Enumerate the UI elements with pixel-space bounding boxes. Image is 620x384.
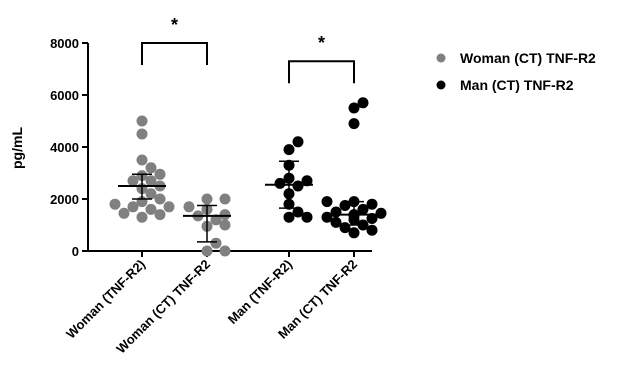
data-point — [283, 144, 295, 156]
data-point — [330, 216, 342, 228]
data-point — [357, 203, 369, 215]
data-point — [219, 193, 231, 205]
data-point — [321, 211, 333, 223]
data-point — [183, 201, 195, 213]
data-point — [163, 201, 175, 213]
significance-star: * — [171, 15, 178, 35]
y-axis-label: pg/mL — [9, 127, 25, 169]
data-point — [348, 118, 360, 130]
data-point — [292, 206, 304, 218]
data-point — [145, 188, 157, 200]
data-point — [210, 237, 222, 249]
y-tick-label: 8000 — [50, 36, 79, 51]
data-point — [154, 168, 166, 180]
data-point — [219, 219, 231, 231]
data-point — [283, 211, 295, 223]
data-point — [210, 214, 222, 226]
data-point — [109, 198, 121, 210]
data-point — [127, 201, 139, 213]
data-point — [136, 115, 148, 127]
data-point — [219, 245, 231, 257]
data-point — [321, 196, 333, 208]
data-point — [292, 136, 304, 148]
significance-bracket — [288, 60, 355, 84]
data-point — [348, 227, 360, 239]
x-category-label: Man (TNF-R2) — [225, 257, 295, 327]
data-point — [301, 175, 313, 187]
y-tick-label: 4000 — [50, 140, 79, 155]
data-point — [219, 209, 231, 221]
data-point — [366, 224, 378, 236]
data-point — [154, 209, 166, 221]
significance-star: * — [318, 33, 325, 53]
legend-marker — [436, 53, 446, 63]
data-point — [145, 203, 157, 215]
data-point — [292, 180, 304, 192]
data-point — [201, 245, 213, 257]
data-point — [366, 213, 378, 224]
data-point — [118, 207, 130, 219]
data-point — [366, 198, 378, 210]
data-point — [154, 193, 166, 205]
legend-label: Woman (CT) TNF-R2 — [460, 50, 596, 66]
data-point — [136, 128, 148, 140]
y-tick-label: 2000 — [50, 192, 79, 207]
data-point — [357, 97, 369, 109]
data-point — [136, 154, 148, 166]
data-point — [136, 211, 148, 223]
y-tick-label: 6000 — [50, 88, 79, 103]
data-point — [375, 207, 387, 219]
y-tick-label: 0 — [72, 244, 79, 259]
data-point — [201, 193, 213, 205]
data-marks: ** — [109, 15, 387, 257]
data-point — [348, 102, 360, 114]
data-point — [274, 177, 286, 189]
legend: Woman (CT) TNF-R2 Man (CT) TNF-R2 — [436, 50, 596, 93]
legend-marker — [436, 80, 446, 90]
data-point — [301, 211, 313, 223]
significance-bracket — [141, 42, 208, 65]
legend-label: Man (CT) TNF-R2 — [460, 77, 574, 93]
data-point — [145, 162, 157, 174]
data-point — [127, 175, 139, 187]
data-point — [145, 175, 157, 187]
data-point — [339, 200, 351, 211]
